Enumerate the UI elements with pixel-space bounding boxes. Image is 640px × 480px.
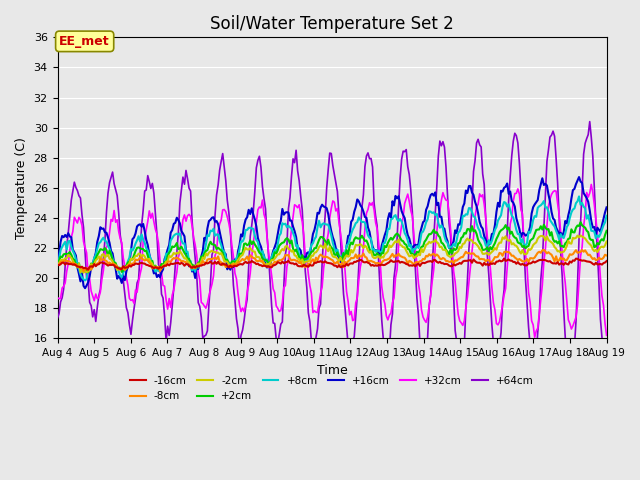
- X-axis label: Time: Time: [317, 363, 348, 377]
- Legend: -16cm, -8cm, -2cm, +2cm, +8cm, +16cm, +32cm, +64cm: -16cm, -8cm, -2cm, +2cm, +8cm, +16cm, +3…: [126, 372, 538, 405]
- Text: EE_met: EE_met: [60, 35, 110, 48]
- Title: Soil/Water Temperature Set 2: Soil/Water Temperature Set 2: [210, 15, 454, 33]
- Y-axis label: Temperature (C): Temperature (C): [15, 137, 28, 239]
